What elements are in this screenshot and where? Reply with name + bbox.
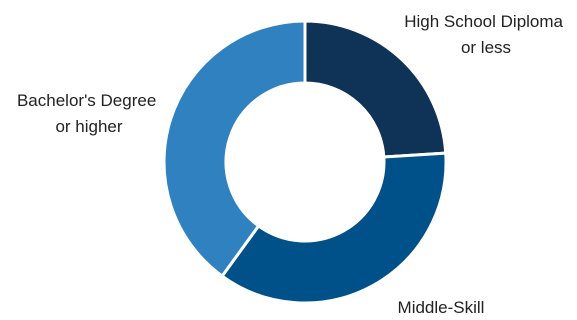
slice-bachelors <box>162 19 307 279</box>
label-bachelors: Bachelor's Degree or higher <box>17 91 161 136</box>
label-middle-skill: Middle-Skill <box>398 298 485 317</box>
donut-slices <box>162 19 448 305</box>
slice-high-school <box>303 19 448 159</box>
label-high-school: High School Diploma or less <box>404 12 567 57</box>
slice-middle-skill <box>220 151 448 305</box>
